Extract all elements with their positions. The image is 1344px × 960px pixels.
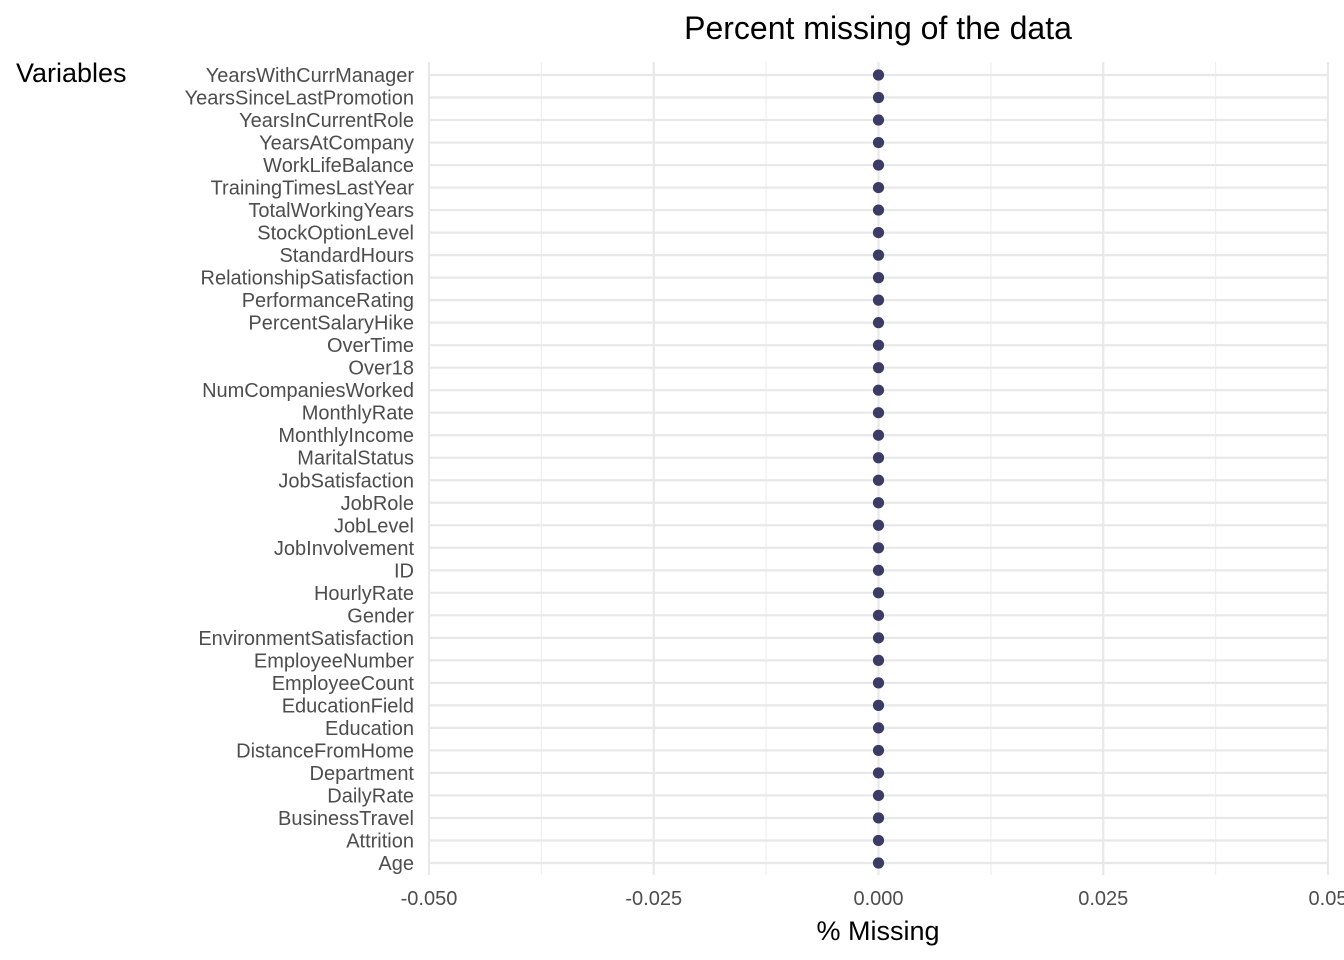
category-label: MonthlyRate [302, 403, 414, 425]
category-label: PercentSalaryHike [248, 313, 414, 335]
category-label: Attrition [346, 830, 414, 852]
x-tick-label: -0.050 [401, 888, 458, 910]
category-label: WorkLifeBalance [263, 155, 414, 177]
category-label: EmployeeNumber [254, 650, 414, 672]
category-label: YearsSinceLastPromotion [185, 88, 414, 110]
data-point [872, 677, 885, 689]
data-point [872, 452, 885, 464]
x-tick-labels: -0.050 -0.025 0.000 0.025 0.05 [401, 888, 1344, 910]
x-tick-label: 0.025 [1078, 888, 1128, 910]
category-label: PerformanceRating [242, 290, 414, 312]
data-point [872, 587, 885, 599]
category-label: MaritalStatus [297, 448, 414, 470]
category-label: DailyRate [327, 785, 414, 807]
category-label: TrainingTimesLastYear [211, 178, 415, 200]
data-point [872, 159, 885, 171]
data-point [872, 429, 885, 441]
data-point [872, 564, 885, 576]
category-label: MonthlyIncome [278, 425, 414, 447]
data-point [872, 632, 885, 644]
data-point [872, 69, 885, 81]
data-point [872, 497, 885, 509]
data-point [872, 519, 885, 531]
category-label: Age [378, 853, 414, 875]
data-point [872, 789, 885, 802]
data-point [872, 114, 885, 126]
category-label: StandardHours [279, 245, 414, 267]
data-points [872, 69, 885, 869]
grid-minor-lines [540, 62, 1217, 875]
chart-title: Percent missing of the data [684, 10, 1072, 46]
category-label: EmployeeCount [272, 673, 415, 695]
category-label: OverTime [327, 335, 414, 357]
data-point [872, 744, 885, 757]
data-point [872, 699, 885, 711]
data-point [872, 834, 885, 847]
category-label: ID [394, 560, 414, 582]
category-label: JobSatisfaction [278, 470, 414, 492]
category-labels: YearsWithCurrManagerYearsSinceLastPromot… [185, 65, 415, 875]
data-point [872, 204, 885, 216]
category-label: DistanceFromHome [236, 740, 414, 762]
x-tick-label: 0.000 [853, 888, 903, 910]
data-point [872, 609, 885, 621]
data-point [872, 767, 885, 779]
data-point [872, 294, 885, 306]
data-point [872, 654, 885, 666]
category-label: Education [325, 718, 414, 740]
category-label: StockOptionLevel [257, 223, 414, 245]
category-label: EducationField [282, 695, 414, 717]
data-point [872, 249, 885, 261]
data-point [872, 339, 885, 351]
data-point [872, 722, 885, 734]
x-axis-title: % Missing [816, 916, 939, 946]
category-label: TotalWorkingYears [248, 200, 414, 222]
category-label: EnvironmentSatisfaction [198, 628, 414, 650]
data-point [872, 91, 885, 104]
data-point [872, 407, 885, 419]
data-point [872, 542, 885, 554]
data-point [872, 812, 885, 824]
category-label: JobInvolvement [274, 538, 415, 560]
data-point [872, 226, 885, 239]
category-label: RelationshipSatisfaction [201, 268, 414, 290]
category-label: HourlyRate [314, 583, 414, 605]
category-label: Gender [347, 605, 414, 627]
y-axis-title: Variables [16, 58, 127, 88]
data-point [872, 474, 885, 486]
category-label: JobLevel [334, 515, 414, 537]
data-point [872, 362, 885, 374]
data-point [872, 317, 885, 329]
x-tick-label: 0.05 [1309, 888, 1344, 910]
category-label: YearsInCurrentRole [239, 110, 414, 132]
data-point [872, 272, 885, 284]
x-tick-label: -0.025 [625, 888, 682, 910]
category-label: NumCompaniesWorked [202, 380, 414, 402]
category-label: Department [310, 763, 415, 785]
category-label: Over18 [348, 358, 414, 380]
category-label: YearsWithCurrManager [206, 65, 415, 87]
category-label: YearsAtCompany [259, 133, 414, 155]
category-label: BusinessTravel [278, 808, 414, 830]
data-point [872, 857, 885, 869]
data-point [872, 136, 885, 149]
category-label: JobRole [341, 493, 414, 515]
data-point [872, 181, 885, 194]
data-point [872, 384, 885, 396]
